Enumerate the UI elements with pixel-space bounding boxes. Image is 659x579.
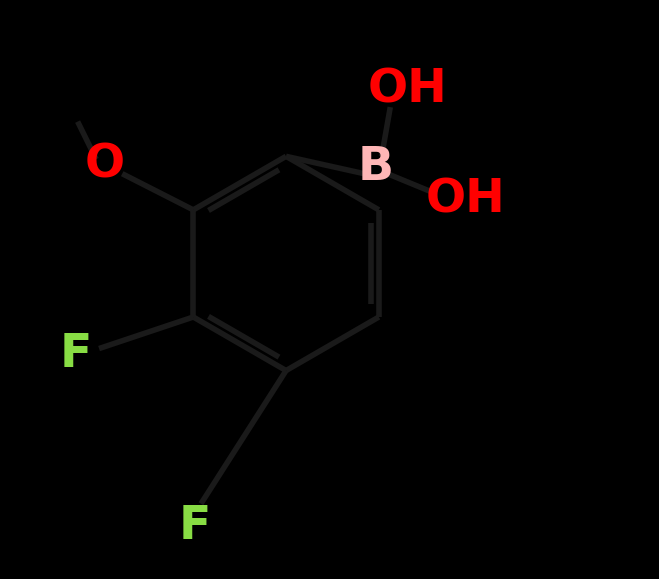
- Text: B: B: [358, 145, 394, 190]
- Text: F: F: [179, 504, 212, 549]
- Text: OH: OH: [426, 177, 505, 222]
- Text: F: F: [60, 332, 92, 377]
- Text: O: O: [85, 142, 125, 188]
- Text: OH: OH: [368, 67, 447, 112]
